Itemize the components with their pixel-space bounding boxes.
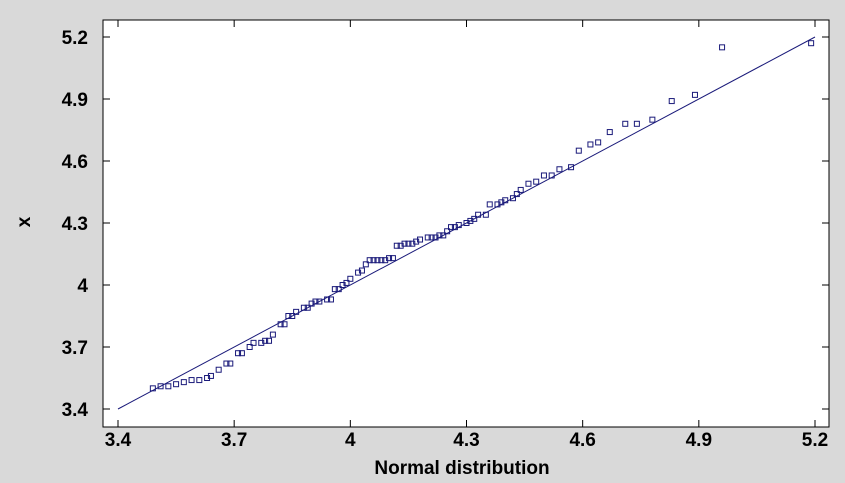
- data-point: [378, 257, 385, 264]
- data-point: [606, 129, 613, 136]
- data-point: [471, 215, 478, 222]
- reference-line: [117, 36, 816, 410]
- x-tick-label: 4.3: [453, 430, 479, 451]
- x-tick-label: 3.7: [221, 430, 247, 451]
- data-point: [173, 381, 180, 388]
- data-point: [207, 372, 214, 379]
- data-point: [269, 331, 276, 338]
- data-point: [568, 164, 575, 171]
- data-point: [285, 313, 292, 319]
- data-point: [556, 166, 563, 173]
- data-point: [293, 308, 300, 315]
- data-point: [227, 360, 234, 367]
- data-point: [180, 379, 187, 386]
- y-tick-label: 4.6: [62, 152, 88, 173]
- data-point: [575, 147, 582, 154]
- y-axis-ticks: 3.4 3.7 4 4.3 4.6 4.9 5.2: [62, 28, 829, 421]
- x-tick-label: 3.4: [105, 430, 132, 451]
- data-point: [347, 275, 354, 282]
- data-point: [312, 298, 319, 305]
- data-point: [300, 304, 307, 311]
- x-tick-label: 4.9: [686, 430, 712, 451]
- data-point: [188, 377, 195, 384]
- y-tick-label: 4: [77, 276, 88, 297]
- data-point: [436, 232, 443, 239]
- data-point: [540, 172, 547, 179]
- y-tick-label: 5.2: [62, 28, 88, 49]
- data-point: [343, 279, 350, 286]
- data-point: [370, 257, 377, 264]
- data-point: [335, 286, 342, 293]
- data-point: [266, 337, 273, 344]
- y-tick-label: 4.9: [62, 90, 88, 111]
- data-point: [165, 383, 172, 390]
- data-point: [533, 178, 540, 185]
- data-point: [149, 385, 156, 392]
- x-tick-label: 4.6: [569, 430, 595, 451]
- data-point: [386, 255, 393, 262]
- data-point: [304, 304, 311, 311]
- data-point: [417, 236, 424, 243]
- x-tick-label: 5.2: [802, 430, 828, 451]
- data-point: [509, 195, 516, 202]
- reference-line-layer: [117, 36, 816, 410]
- data-point: [502, 197, 509, 204]
- data-point: [324, 296, 331, 303]
- y-tick-label: 3.4: [62, 400, 89, 421]
- data-point: [238, 350, 245, 357]
- data-point: [250, 339, 257, 346]
- data-point: [808, 40, 815, 47]
- data-point: [587, 141, 594, 148]
- data-point: [633, 120, 640, 127]
- data-point: [393, 242, 400, 249]
- data-point: [366, 257, 373, 264]
- data-point: [486, 201, 493, 208]
- data-point: [622, 120, 629, 127]
- data-point: [668, 98, 675, 105]
- data-point: [455, 222, 462, 229]
- data-point: [517, 186, 524, 193]
- data-point: [649, 116, 656, 123]
- data-point: [405, 240, 412, 247]
- data-point: [444, 228, 451, 235]
- data-point: [482, 211, 489, 218]
- y-tick-label: 4.3: [62, 214, 88, 235]
- data-points: [149, 40, 815, 392]
- data-point: [362, 261, 369, 268]
- data-point: [475, 211, 482, 218]
- data-point: [424, 234, 431, 241]
- x-axis-ticks: 3.4 3.7 4 4.3 4.6 4.9 5.2: [105, 20, 828, 451]
- data-point: [525, 180, 532, 187]
- data-point: [196, 377, 203, 384]
- data-point: [316, 298, 323, 305]
- data-point: [277, 321, 284, 328]
- data-point: [448, 224, 455, 231]
- data-point: [157, 383, 164, 390]
- data-point: [358, 267, 365, 274]
- data-point: [691, 91, 698, 98]
- data-point: [235, 350, 242, 357]
- data-point: [548, 172, 555, 179]
- data-point: [262, 337, 269, 344]
- data-point: [595, 139, 602, 146]
- x-axis-label: Normal distribution: [374, 458, 549, 479]
- data-point: [513, 191, 520, 198]
- data-point: [289, 313, 296, 319]
- data-point: [440, 232, 447, 239]
- data-point: [215, 366, 222, 373]
- data-point: [246, 344, 253, 350]
- y-axis-label: x: [14, 216, 35, 227]
- data-point: [331, 286, 338, 293]
- y-tick-label: 3.7: [62, 338, 88, 359]
- data-point: [389, 255, 396, 262]
- data-point: [401, 240, 408, 247]
- data-point: [281, 321, 288, 328]
- x-tick-label: 4: [345, 430, 356, 451]
- data-point: [428, 234, 435, 241]
- data-point: [223, 360, 230, 367]
- data-point: [327, 296, 334, 303]
- data-point: [374, 257, 381, 264]
- data-point: [719, 44, 726, 51]
